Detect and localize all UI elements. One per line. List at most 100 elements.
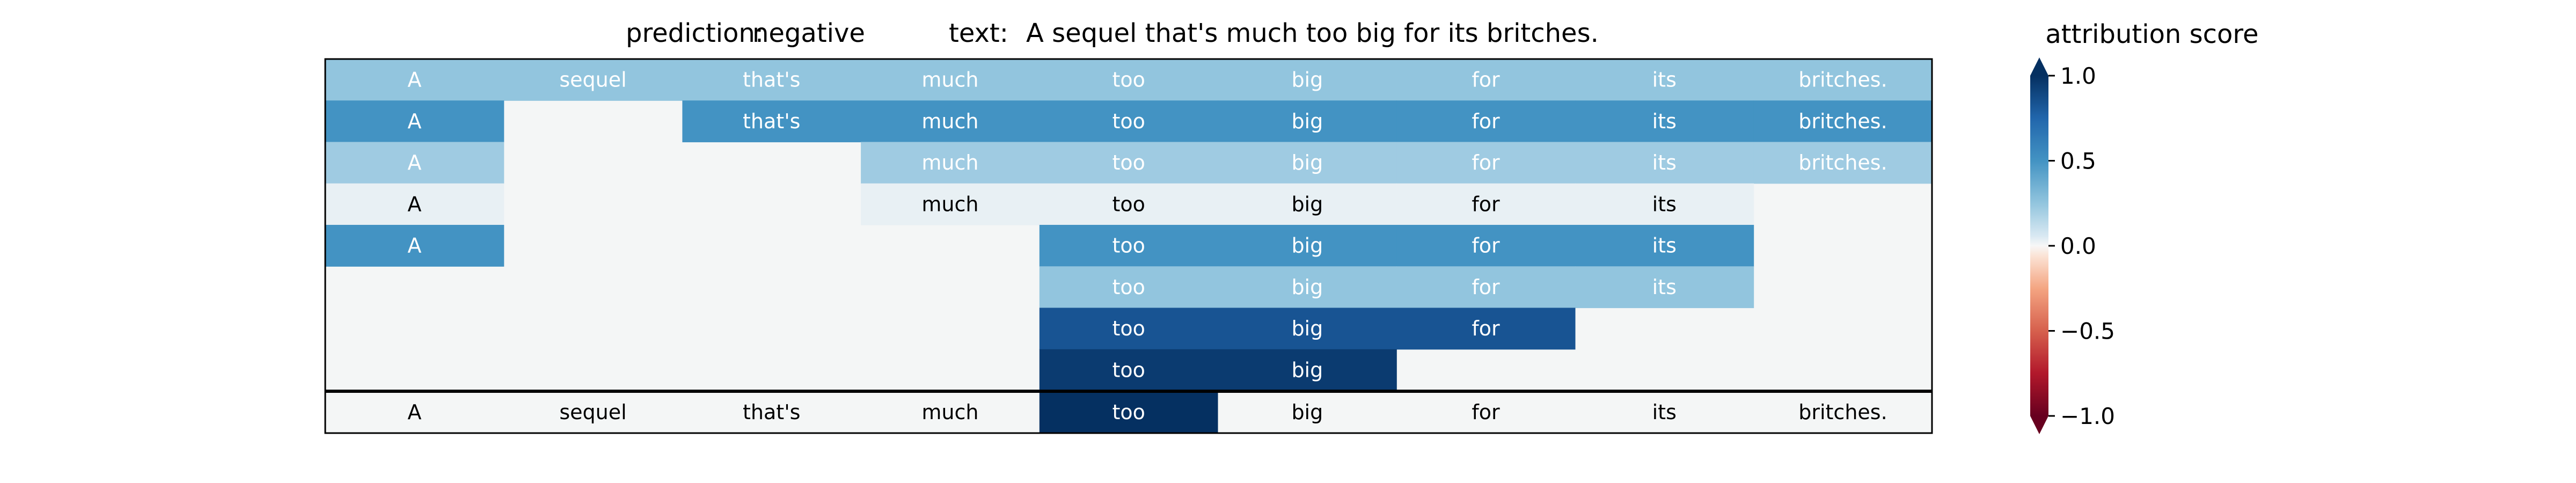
heatmap-cell-label: its: [1652, 234, 1677, 258]
heatmap-cell-label: much: [921, 151, 978, 174]
heatmap-cell-label: for: [1472, 68, 1500, 92]
colorbar-extend-bottom: [2030, 416, 2048, 434]
heatmap-cell: [1039, 349, 1219, 391]
heatmap-cell-label: too: [1112, 358, 1145, 382]
heatmap-cell: [1039, 266, 1219, 309]
heatmap-cell: [1396, 59, 1576, 101]
heatmap-cell: [1218, 266, 1397, 309]
token-score-cell: [1218, 391, 1397, 433]
heatmap-cell: [861, 59, 1040, 101]
heatmap-cell-label: britches.: [1798, 109, 1887, 133]
heatmap-cell: [1218, 349, 1397, 391]
heatmap-cell: [861, 183, 1040, 225]
colorbar-tick-label: −1.0: [2060, 403, 2115, 429]
heatmap-cell-label: too: [1112, 68, 1145, 92]
colorbar-extend-top: [2030, 57, 2048, 76]
heatmap-cell-label: big: [1291, 275, 1323, 299]
heatmap-cell: [1575, 225, 1754, 267]
heatmap-cell-label: A: [407, 234, 421, 258]
colorbar-title: attribution score: [2045, 19, 2258, 49]
heatmap-cell: [1396, 100, 1576, 143]
heatmap-cell-label: for: [1472, 317, 1500, 340]
heatmap-cell-label: too: [1112, 275, 1145, 299]
heatmap-cell-label: for: [1472, 151, 1500, 174]
heatmap-cell-label: A: [407, 151, 421, 174]
heatmap-cell: [1396, 225, 1576, 267]
heatmap-cell: [682, 59, 861, 101]
token-score-cell: [682, 391, 861, 433]
colorbar-tick-label: −0.5: [2060, 318, 2115, 345]
token-score-cell: [503, 391, 683, 433]
heatmap-cell: [503, 59, 683, 101]
heatmap-cell: [1575, 183, 1754, 225]
colorbar-gradient: [2030, 76, 2048, 416]
token-score-cell: [861, 391, 1040, 433]
heatmap-cell: [1039, 225, 1219, 267]
heatmap-cell: [1753, 142, 1933, 184]
heatmap-cell-label: A: [407, 192, 421, 216]
token-score-cell: [1753, 391, 1933, 433]
colorbar-tick-label: 0.0: [2060, 233, 2096, 259]
heatmap-cell-label: big: [1291, 317, 1323, 340]
heatmap-cell: [325, 225, 504, 267]
heatmap-cell-label: for: [1472, 109, 1500, 133]
heatmap-cell: [1039, 59, 1219, 101]
heatmap-cell-label: too: [1112, 317, 1145, 340]
heatmap-cell: [861, 100, 1040, 143]
token-label: britches.: [1798, 400, 1887, 424]
heatmap-cell: [1575, 100, 1754, 143]
token-label: A: [407, 400, 421, 424]
heatmap-cell: [1218, 100, 1397, 143]
heatmap-cell-label: its: [1652, 109, 1677, 133]
token-score-cell: [1039, 391, 1219, 433]
heatmap-cell-label: much: [921, 109, 978, 133]
token-score-cell: [1396, 391, 1576, 433]
heatmap-cell-label: that's: [743, 109, 800, 133]
heatmap-cell-label: much: [921, 192, 978, 216]
heatmap-cell-label: for: [1472, 192, 1500, 216]
heatmap-cell-label: big: [1291, 151, 1323, 174]
heatmap-cell: [325, 183, 504, 225]
heatmap-cell-label: big: [1291, 68, 1323, 92]
heatmap-cell: [1039, 100, 1219, 143]
heatmap-cell-label: too: [1112, 234, 1145, 258]
heatmap-cell-label: its: [1652, 192, 1677, 216]
title-text-label: text:: [949, 18, 1008, 48]
heatmap-cell: [1218, 142, 1397, 184]
heatmap-cell: [1396, 142, 1576, 184]
token-label: too: [1112, 400, 1145, 424]
heatmap-cells: [325, 59, 1933, 391]
token-label: that's: [743, 400, 800, 424]
heatmap-cell: [1039, 308, 1219, 350]
heatmap-cell-label: britches.: [1798, 68, 1887, 92]
heatmap-cell: [1218, 225, 1397, 267]
token-score-cell: [1575, 391, 1754, 433]
heatmap-cell-label: sequel: [559, 68, 626, 92]
heatmap-cell-label: its: [1652, 275, 1677, 299]
heatmap-cell-label: big: [1291, 192, 1323, 216]
colorbar-tick-label: 0.5: [2060, 148, 2096, 174]
heatmap-cell-label: for: [1472, 234, 1500, 258]
heatmap-cell-label: A: [407, 68, 421, 92]
colorbar-tick-label: 1.0: [2060, 63, 2096, 89]
title-prediction-value: negative: [752, 18, 865, 48]
heatmap-cell-label: big: [1291, 109, 1323, 133]
title-text-value: A sequel that's much too big for its bri…: [1026, 18, 1599, 48]
heatmap-cell: [1039, 142, 1219, 184]
token-label: for: [1472, 400, 1500, 424]
heatmap-cell: [1396, 183, 1576, 225]
heatmap-cell-label: big: [1291, 234, 1323, 258]
heatmap-cell: [1218, 308, 1397, 350]
heatmap-cell: [1218, 183, 1397, 225]
heatmap-cell-label: for: [1472, 275, 1500, 299]
heatmap-cell-label: that's: [743, 68, 800, 92]
heatmap-cell: [1396, 266, 1576, 309]
token-label: much: [921, 400, 978, 424]
heatmap-cell-label: its: [1652, 68, 1677, 92]
heatmap-cell: [1218, 59, 1397, 101]
token-label: its: [1652, 400, 1677, 424]
heatmap-cell: [1575, 142, 1754, 184]
title-prediction-label: prediction:: [626, 18, 764, 48]
